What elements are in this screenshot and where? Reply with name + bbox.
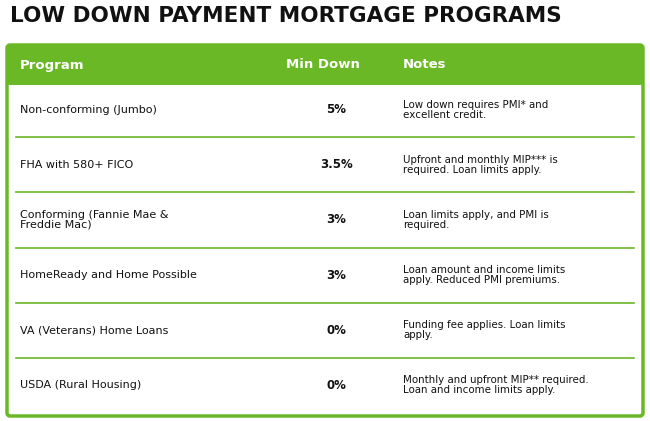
Text: required.: required. bbox=[403, 220, 449, 230]
Text: 0%: 0% bbox=[326, 324, 346, 337]
Text: Freddie Mac): Freddie Mac) bbox=[20, 220, 92, 230]
Text: Notes: Notes bbox=[403, 59, 447, 72]
Text: HomeReady and Home Possible: HomeReady and Home Possible bbox=[20, 270, 197, 280]
FancyBboxPatch shape bbox=[7, 45, 643, 85]
Text: USDA (Rural Housing): USDA (Rural Housing) bbox=[20, 381, 141, 390]
Text: LOW DOWN PAYMENT MORTGAGE PROGRAMS: LOW DOWN PAYMENT MORTGAGE PROGRAMS bbox=[10, 6, 562, 26]
Text: Program: Program bbox=[20, 59, 84, 72]
Text: Upfront and monthly MIP*** is: Upfront and monthly MIP*** is bbox=[403, 155, 558, 165]
Text: Loan amount and income limits: Loan amount and income limits bbox=[403, 265, 566, 275]
Text: VA (Veterans) Home Loans: VA (Veterans) Home Loans bbox=[20, 325, 168, 335]
Text: Non-conforming (Jumbo): Non-conforming (Jumbo) bbox=[20, 104, 157, 115]
Text: apply. Reduced PMI premiums.: apply. Reduced PMI premiums. bbox=[403, 275, 560, 285]
Text: Monthly and upfront MIP** required.: Monthly and upfront MIP** required. bbox=[403, 376, 589, 385]
Text: 3.5%: 3.5% bbox=[320, 158, 353, 171]
Text: excellent credit.: excellent credit. bbox=[403, 109, 486, 120]
Text: 0%: 0% bbox=[326, 379, 346, 392]
Text: 5%: 5% bbox=[326, 103, 346, 116]
Text: FHA with 580+ FICO: FHA with 580+ FICO bbox=[20, 160, 133, 170]
Text: 3%: 3% bbox=[326, 213, 346, 226]
Text: 3%: 3% bbox=[326, 269, 346, 282]
Text: Loan limits apply, and PMI is: Loan limits apply, and PMI is bbox=[403, 210, 549, 220]
Text: Min Down: Min Down bbox=[286, 59, 360, 72]
Text: Conforming (Fannie Mae &: Conforming (Fannie Mae & bbox=[20, 210, 168, 220]
Text: Low down requires PMI* and: Low down requires PMI* and bbox=[403, 100, 548, 109]
Text: Loan and income limits apply.: Loan and income limits apply. bbox=[403, 385, 555, 395]
Text: Funding fee applies. Loan limits: Funding fee applies. Loan limits bbox=[403, 320, 566, 330]
Text: required. Loan limits apply.: required. Loan limits apply. bbox=[403, 165, 541, 175]
Text: apply.: apply. bbox=[403, 330, 433, 340]
